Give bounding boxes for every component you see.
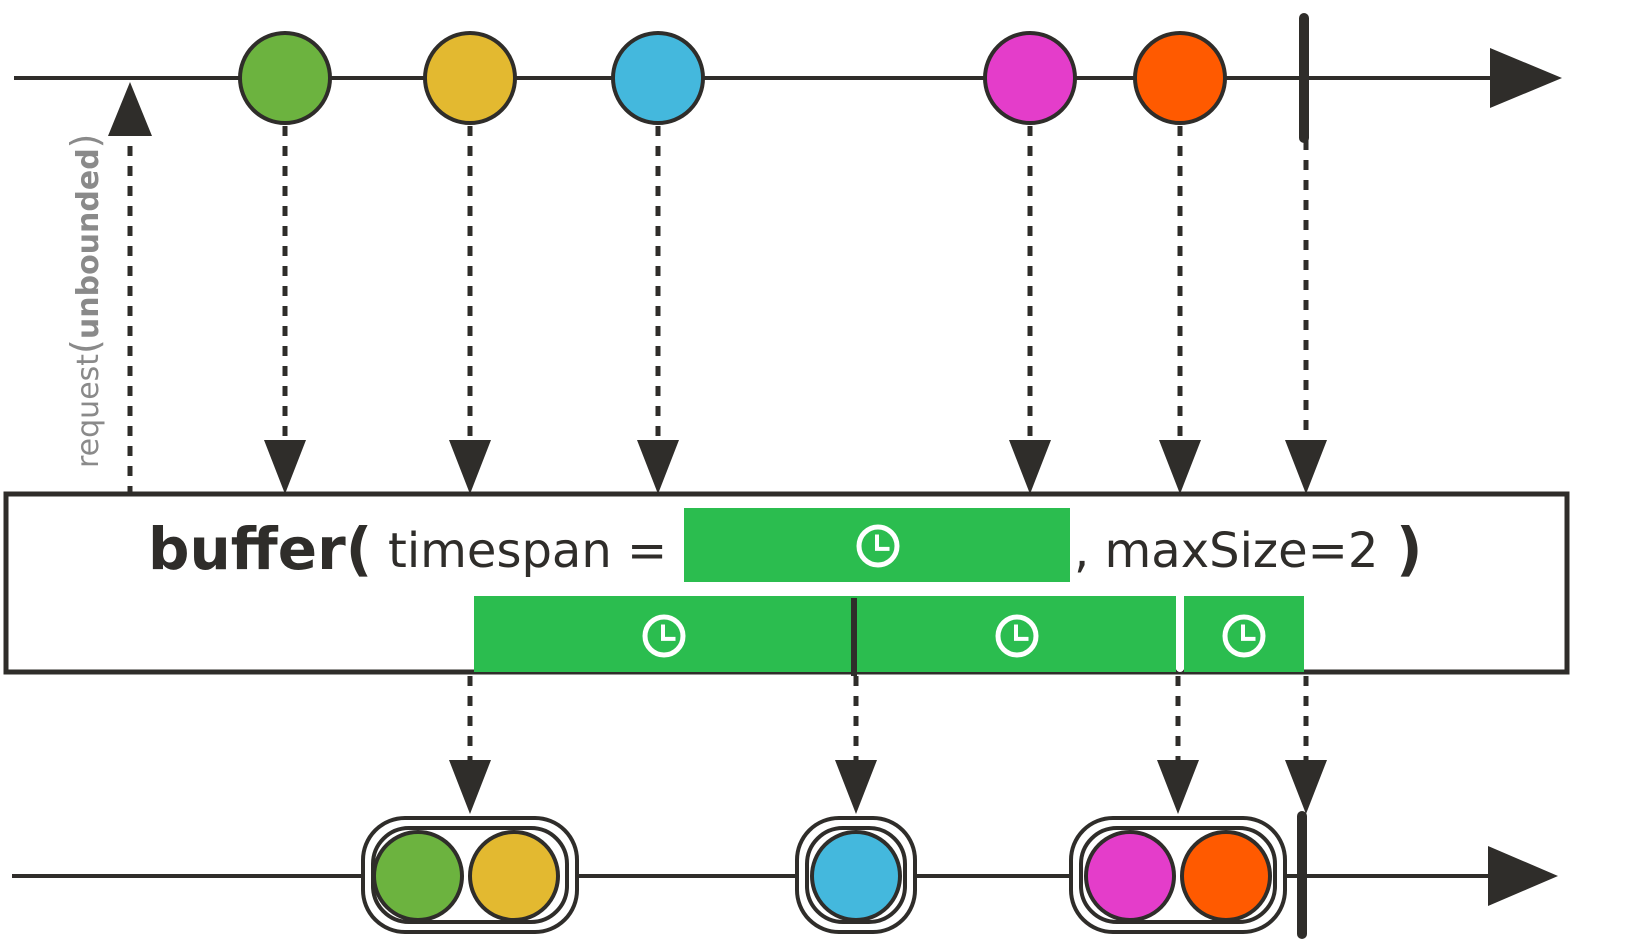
arrowhead-icon — [1009, 440, 1051, 494]
output-timeline — [12, 846, 1558, 906]
request-arrowhead-icon — [108, 82, 152, 136]
source-marble-blue — [611, 31, 705, 125]
arrowhead-icon — [835, 760, 877, 814]
source-arrowhead-icon — [1490, 48, 1562, 108]
clock-icon — [642, 614, 686, 658]
request-arrow — [108, 82, 152, 496]
arrowhead-icon — [449, 440, 491, 494]
completion-arrow-bottom — [1285, 676, 1327, 814]
output-buffers — [361, 816, 1287, 934]
emission-arrow-4 — [1009, 126, 1051, 494]
buffer-emission-arrow-3 — [1157, 676, 1199, 814]
output-marble-green — [372, 830, 464, 922]
output-marble-blue — [810, 830, 902, 922]
operator-arg-timespan: timespan = — [388, 523, 667, 579]
operator-to-output-arrows — [449, 676, 1327, 814]
arrowhead-icon — [264, 440, 306, 494]
output-marble-yellow — [468, 830, 560, 922]
source-to-operator-arrows — [264, 126, 1327, 494]
clock-icon — [995, 614, 1039, 658]
buffer-emission-1 — [361, 816, 579, 934]
source-marble-orange — [1133, 31, 1227, 125]
operator-arg-maxsize: , maxSize=2 — [1074, 523, 1378, 579]
clock-icon — [856, 524, 900, 568]
emission-arrow-5 — [1159, 126, 1201, 494]
arrowhead-icon — [1159, 440, 1201, 494]
clock-icon — [1222, 614, 1266, 658]
source-marble-yellow — [423, 31, 517, 125]
request-label-close: ) — [63, 133, 107, 148]
emission-arrow-3 — [637, 126, 679, 494]
buffer-emission-2 — [795, 816, 917, 934]
completion-arrow-top — [1285, 140, 1327, 494]
emission-arrow-1 — [264, 126, 306, 494]
operator-close-paren: ) — [1396, 515, 1423, 583]
output-arrowhead-icon — [1488, 846, 1558, 906]
request-label-open: ( — [63, 339, 107, 354]
timer-window-clocks — [642, 614, 1266, 658]
clock-icon — [856, 524, 900, 568]
buffer-emission-arrow-1 — [449, 676, 491, 814]
buffer-emission-3 — [1069, 816, 1287, 934]
emission-arrow-2 — [449, 126, 491, 494]
arrowhead-icon — [1285, 760, 1327, 814]
arrowhead-icon — [1285, 440, 1327, 494]
operator-name: buffer( — [148, 515, 372, 583]
operator-box: buffer( timespan = , maxSize=2 ) — [3, 491, 1570, 676]
request-label-prefix: request — [71, 354, 106, 468]
source-marbles — [238, 31, 1227, 125]
output-marble-orange — [1180, 830, 1272, 922]
arrowhead-icon — [1157, 760, 1199, 814]
buffer-emission-arrow-2 — [835, 676, 877, 814]
arrowhead-icon — [637, 440, 679, 494]
output-marble-magenta — [1084, 830, 1176, 922]
source-marble-green — [238, 31, 332, 125]
source-marble-magenta — [983, 31, 1077, 125]
request-label: request(unbounded) — [63, 133, 107, 468]
arrowhead-icon — [449, 760, 491, 814]
request-label-value: unbounded — [71, 148, 106, 339]
